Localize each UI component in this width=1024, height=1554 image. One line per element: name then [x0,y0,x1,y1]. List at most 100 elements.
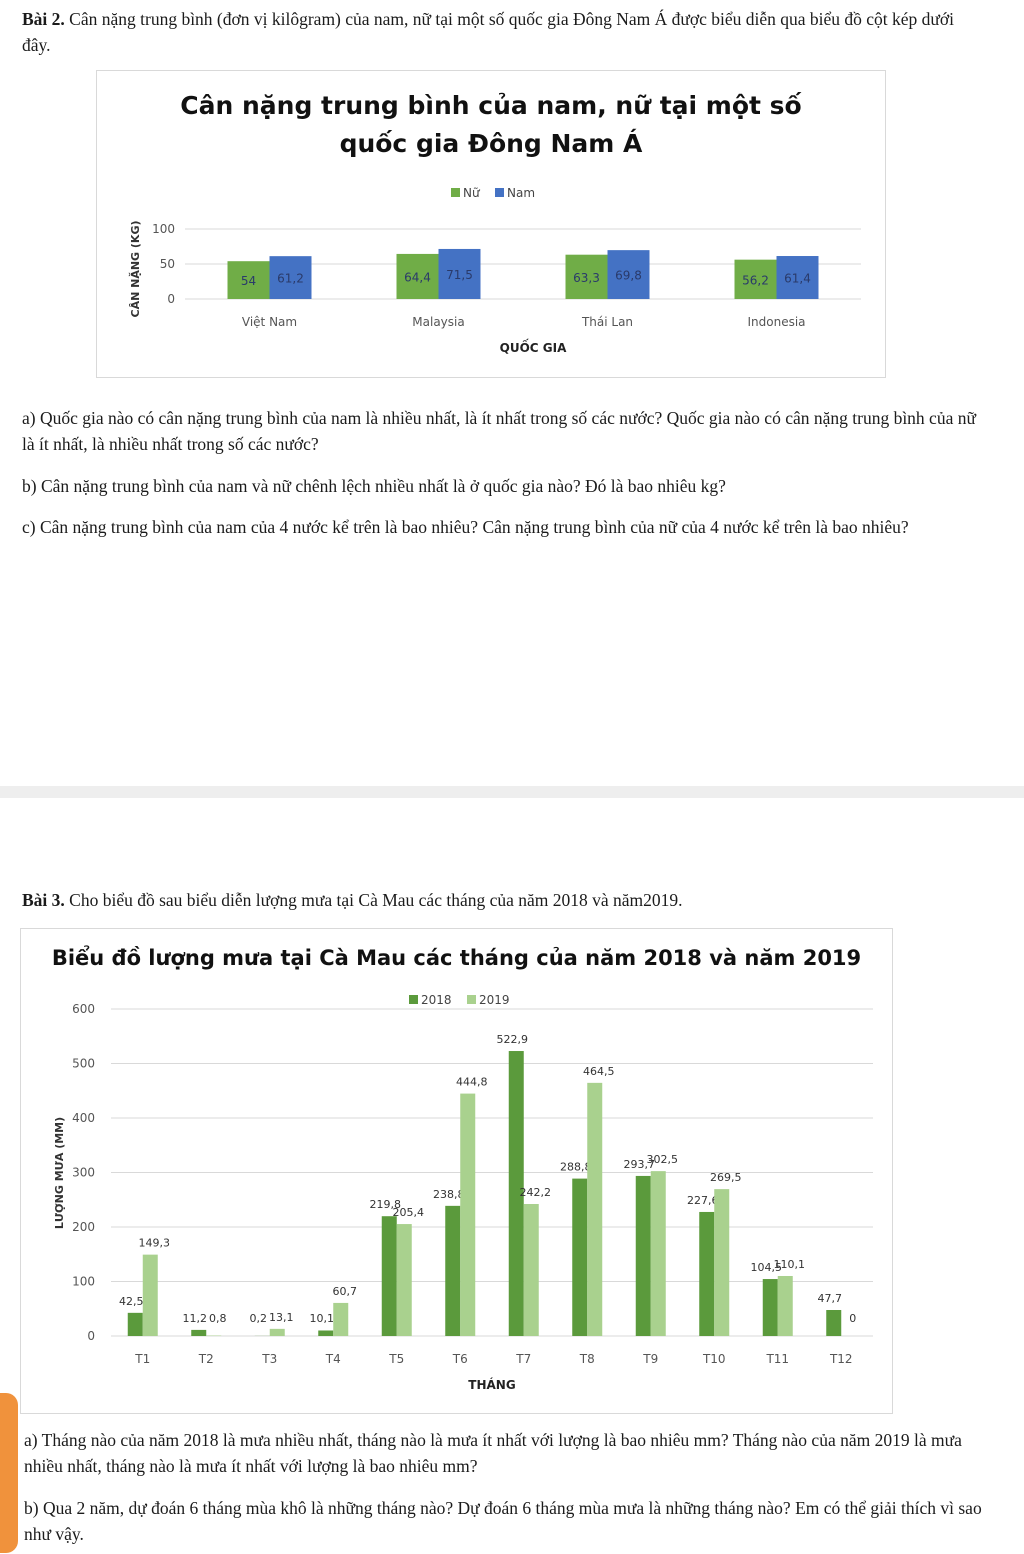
data-label: 149,3 [139,1237,171,1250]
bai2-intro-text: Cân nặng trung bình (đơn vị kilôgram) củ… [22,9,955,55]
data-label: 293,7 [624,1158,656,1171]
bar-2019-T5 [396,1224,412,1336]
y-tick-label: 200 [72,1220,95,1234]
y-axis-title: LƯỢNG MƯA (MM) [53,1117,66,1229]
bar-Nam-Indonesia [776,256,819,299]
data-label: 219,8 [370,1198,402,1211]
bar-2019-T10 [714,1189,730,1336]
side-tab[interactable] [0,1393,18,1553]
x-tick-label: T1 [134,1352,150,1366]
data-label: 242,2 [520,1186,552,1199]
data-label: 522,9 [497,1033,529,1046]
data-label: 64,4 [404,270,431,284]
bar-2018-T11 [762,1279,778,1336]
data-label: 11,2 [183,1312,208,1325]
bar-2019-T8 [587,1082,603,1336]
bar-2018-T1 [127,1312,143,1336]
data-label: 61,4 [784,272,811,286]
x-axis-title: QUỐC GIA [500,338,567,355]
bai3-label: Bài 3. [22,890,65,910]
weight-chart-title-line1: Cân nặng trung bình của nam, nữ tại một … [180,91,802,120]
x-axis-title: THÁNG [468,1377,515,1392]
bar-2019-T9 [650,1171,666,1336]
bar-2019-T11 [777,1275,793,1336]
x-tick-label: T4 [325,1352,341,1366]
bar-2018-T12 [826,1310,842,1336]
weight-chart-plot: Nữ Nam 0 50 100 54 61,2 Việt Nam 64,4 71,5 Malaysi… [128,186,861,355]
x-tick-label: Indonesia [747,315,805,329]
y-tick-label: 600 [72,1002,95,1016]
bai3-question-b: b) Qua 2 năm, dự đoán 6 tháng mùa khô là… [24,1498,982,1544]
bai2-question-b: b) Cân nặng trung bình của nam và nữ chê… [22,476,726,496]
data-label: 238,8 [433,1188,465,1201]
bar-2018-T5 [381,1216,397,1336]
bar-2019-T4 [333,1302,349,1336]
bai3-intro: Bài 3. Cho biểu đồ sau biểu diễn lượng m… [22,887,982,913]
bar-2018-T8 [572,1178,588,1336]
bar-Nữ-Indonesia [734,259,777,299]
legend-label-2018: 2018 [421,993,452,1007]
y-tick-label: 100 [152,222,175,236]
bar-2019-T7 [523,1204,539,1336]
y-axis-title: CÂN NẶNG (KG) [128,220,142,317]
legend-swatch-Nam [495,188,504,197]
data-label: 110,1 [774,1258,806,1271]
data-label: 0 [849,1312,856,1325]
data-label: 42,5 [119,1295,144,1308]
data-label: 104,5 [751,1261,783,1274]
data-label: 47,7 [818,1292,843,1305]
bai3-question-a: a) Tháng nào của năm 2018 là mưa nhiều n… [24,1430,962,1476]
x-tick-label: T7 [515,1352,531,1366]
data-label: 0,8 [209,1312,227,1325]
x-tick-label: T8 [579,1352,595,1366]
x-tick-label: Thái Lan [581,315,633,329]
bar-2019-T3 [269,1328,285,1336]
legend-label-Nam: Nam [507,186,535,200]
bai2-intro: Bài 2. Cân nặng trung bình (đơn vị kilôg… [22,6,982,58]
data-label: 71,5 [446,268,473,282]
bar-2018-T7 [508,1051,524,1336]
bai2-question-a: a) Quốc gia nào có cân nặng trung bình c… [22,408,976,454]
bar-2018-T6 [445,1205,461,1336]
bar-2018-T2 [191,1329,207,1336]
bar-Nam-Malaysia [438,248,481,299]
data-label: 54 [241,274,256,288]
bar-Nữ-Malaysia [396,253,439,299]
weight-chart: Cân nặng trung bình của nam, nữ tại một … [96,70,886,378]
legend-swatch-Nữ [451,188,460,197]
x-tick-label: T11 [765,1352,789,1366]
rainfall-chart: Biểu đồ lượng mưa tại Cà Mau các tháng c… [20,928,893,1414]
legend-label-Nữ: Nữ [463,186,481,200]
data-label: 61,2 [277,272,304,286]
bar-2019-T6 [460,1093,476,1336]
bar-2018-T9 [635,1175,651,1336]
data-label: 13,1 [269,1311,294,1324]
x-tick-label: T9 [642,1352,658,1366]
y-tick-label: 0 [87,1329,95,1343]
x-tick-label: T10 [702,1352,726,1366]
section-divider [0,786,1024,798]
data-label: 288,8 [560,1161,592,1174]
data-label: 56,2 [742,273,769,287]
data-label: 227,6 [687,1194,719,1207]
y-tick-label: 500 [72,1057,95,1071]
bar-Nữ-Thái Lan [565,254,608,299]
bar-2018-T10 [699,1211,715,1336]
x-tick-label: Việt Nam [242,315,297,329]
bar-Nam-Thái Lan [607,250,650,299]
data-label: 69,8 [615,269,642,283]
x-tick-label: T2 [198,1352,214,1366]
y-tick-label: 50 [160,257,175,271]
x-tick-label: T3 [261,1352,277,1366]
data-label: 444,8 [456,1076,488,1089]
bai3-intro-text: Cho biểu đồ sau biểu diễn lượng mưa tại … [69,890,683,910]
data-label: 10,1 [310,1312,335,1325]
data-label: 302,5 [647,1153,679,1166]
legend-swatch-2019 [467,995,476,1004]
bai2-question-c: c) Cân nặng trung bình của nam của 4 nướ… [22,517,909,537]
data-label: 63,3 [573,271,600,285]
y-tick-label: 300 [72,1166,95,1180]
y-tick-label: 400 [72,1111,95,1125]
x-tick-label: T6 [452,1352,468,1366]
data-label: 0,2 [250,1312,268,1325]
